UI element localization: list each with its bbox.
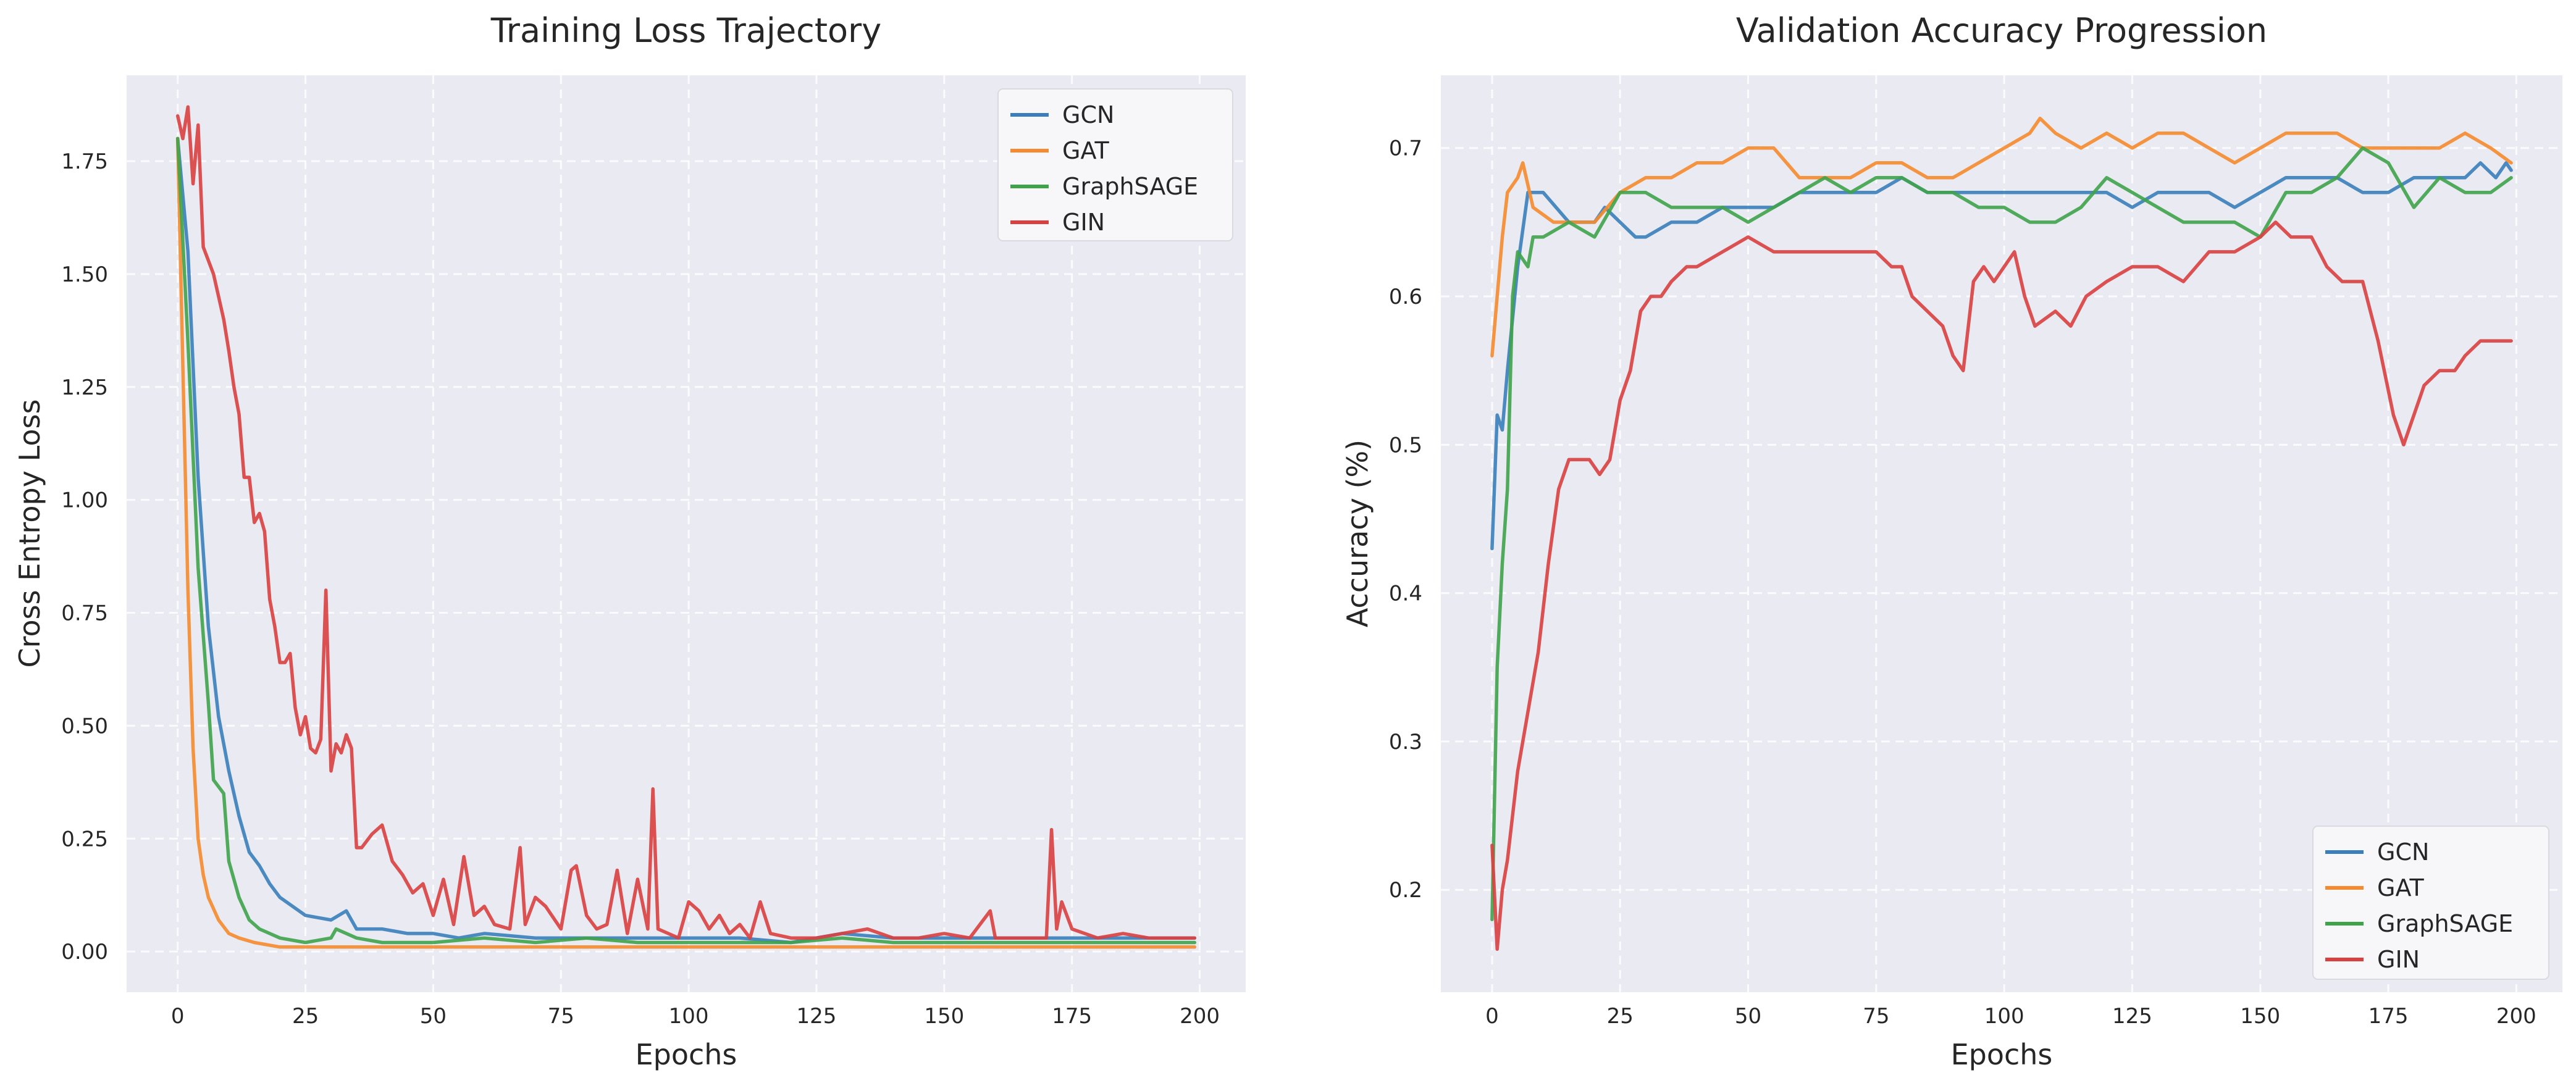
loss-x-tick-label: 0 — [171, 1004, 185, 1029]
accuracy-x-tick-label: 100 — [1984, 1004, 2024, 1029]
loss-series — [175, 105, 1197, 949]
loss-series-line-graphsage — [175, 136, 1197, 945]
loss-legend-entry: GAT — [1062, 137, 1109, 164]
accuracy-legend-entry: GraphSAGE — [2377, 910, 2513, 937]
loss-grid — [127, 75, 1246, 992]
loss-legend-entry: GIN — [1062, 209, 1105, 236]
accuracy-x-tick-label: 175 — [2368, 1004, 2409, 1029]
loss-chart-title: Training Loss Trajectory — [490, 11, 881, 50]
loss-legend-box — [997, 88, 1233, 241]
loss-y-tick-label: 0.00 — [61, 940, 108, 964]
accuracy-x-tick-label: 0 — [1485, 1004, 1499, 1029]
loss-x-tick-label: 25 — [292, 1004, 319, 1029]
accuracy-x-tick-label: 50 — [1735, 1004, 1761, 1029]
accuracy-legend-entry: GCN — [2377, 838, 2429, 866]
loss-x-ticks: 0 25 50 75 100 125 150 175 200 — [171, 1004, 1220, 1029]
accuracy-series — [1490, 116, 2513, 951]
accuracy-x-tick-label: 25 — [1607, 1004, 1634, 1029]
accuracy-x-ticks: 0 25 50 75 100 125 150 175 200 — [1485, 1004, 2536, 1029]
loss-y-axis-label: Cross Entropy Loss — [13, 399, 46, 668]
accuracy-y-ticks: 0.2 0.3 0.4 0.5 0.6 0.7 — [1389, 136, 1422, 903]
loss-y-tick-label: 0.25 — [61, 827, 108, 851]
accuracy-y-tick-label: 0.6 — [1389, 285, 1422, 309]
accuracy-legend-box — [2312, 826, 2549, 980]
accuracy-series-line-gat — [1490, 116, 2513, 357]
loss-x-tick-label: 125 — [797, 1004, 837, 1029]
loss-series-line-gat — [175, 136, 1197, 949]
accuracy-x-tick-label: 125 — [2112, 1004, 2152, 1029]
chart-accuracy: 0 25 50 75 100 125 150 175 200 0.20.30.40.50.60.… — [1341, 11, 2562, 1071]
loss-y-tick-label: 0.50 — [61, 714, 108, 738]
accuracy-x-axis-label: Epochs — [1951, 1038, 2053, 1071]
accuracy-x-tick-label: 150 — [2240, 1004, 2280, 1029]
accuracy-y-tick-label: 0.2 — [1389, 878, 1422, 903]
loss-y-tick-label: 1.50 — [61, 262, 108, 287]
loss-y-tick-label: 0.75 — [61, 601, 108, 626]
accuracy-y-tick-label: 0.3 — [1389, 730, 1422, 755]
accuracy-series-line-graphsage — [1490, 146, 2513, 922]
accuracy-y-axis-label: Accuracy (%) — [1341, 440, 1374, 627]
loss-legend-entry: GCN — [1062, 101, 1114, 128]
accuracy-grid — [1441, 75, 2562, 992]
accuracy-series-line-gin — [1490, 220, 2513, 951]
accuracy-legend-entry: GIN — [2377, 946, 2420, 973]
accuracy-chart-title: Validation Accuracy Progression — [1736, 11, 2267, 50]
loss-legend: GCN GAT GraphSAGE GIN — [997, 88, 1233, 241]
loss-legend-entry: GraphSAGE — [1062, 173, 1198, 200]
accuracy-y-tick-label: 0.4 — [1389, 582, 1422, 606]
loss-y-ticks: 0.00 0.25 0.50 0.75 1.00 1.25 1.50 1.75 — [61, 149, 108, 964]
loss-y-tick-label: 1.25 — [61, 375, 108, 400]
accuracy-legend-entry: GAT — [2377, 874, 2424, 901]
accuracy-x-tick-label: 75 — [1863, 1004, 1889, 1029]
accuracy-y-tick-label: 0.5 — [1389, 433, 1422, 458]
loss-x-tick-label: 150 — [924, 1004, 964, 1029]
loss-y-tick-label: 1.75 — [61, 149, 108, 174]
loss-x-tick-label: 200 — [1180, 1004, 1220, 1029]
loss-x-tick-label: 75 — [548, 1004, 574, 1029]
accuracy-x-tick-label: 200 — [2496, 1004, 2536, 1029]
accuracy-y-tick-label: 0.7 — [1389, 136, 1422, 161]
loss-series-line-gin — [175, 105, 1197, 940]
loss-x-axis-label: Epochs — [636, 1038, 737, 1071]
loss-x-tick-label: 50 — [420, 1004, 447, 1029]
loss-x-tick-label: 100 — [669, 1004, 709, 1029]
chart-loss: 0 25 50 75 100 125 150 175 200 0.00 0.25 0.50 0.75 1… — [13, 11, 1246, 1071]
accuracy-legend: GCN GAT GraphSAGE GIN — [2312, 826, 2549, 980]
loss-y-tick-label: 1.00 — [61, 488, 108, 513]
loss-x-tick-label: 175 — [1052, 1004, 1092, 1029]
